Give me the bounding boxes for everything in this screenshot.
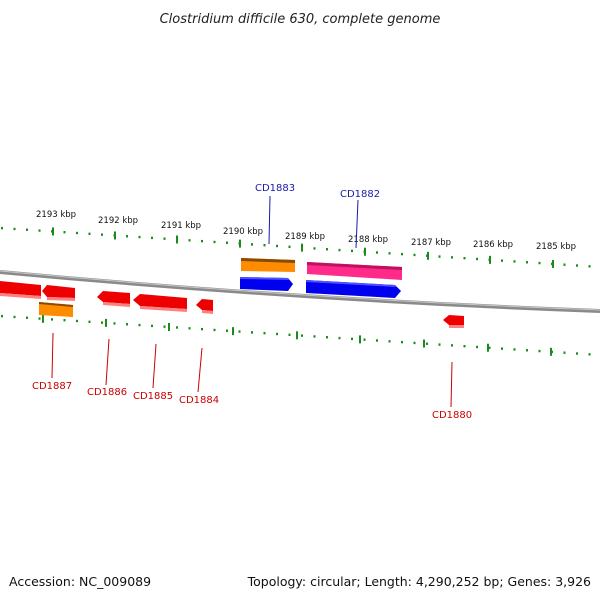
forward-strand-genes — [240, 258, 402, 298]
tick-label-2188: 2188 kbp — [348, 235, 388, 245]
gene-red-left-edge[interactable] — [0, 281, 41, 299]
connector-CD1886 — [105, 338, 110, 386]
genome-summary-text: Topology: circular; Length: 4,290,252 bp… — [247, 574, 591, 589]
map-title: Clostridium difficile 630, complete geno… — [160, 12, 441, 27]
reverse-strand-genes — [0, 281, 464, 328]
gene-CD1885-cds[interactable] — [133, 294, 187, 312]
gene-labels: CD1887 CD1886 CD1885 CD1884 CD1883 CD188… — [32, 183, 472, 421]
tick-label-2193: 2193 kbp — [36, 210, 76, 220]
gene-CD1887-feature[interactable] — [39, 302, 73, 317]
gene-CD1883-feature[interactable] — [241, 258, 295, 272]
gene-label-CD1887[interactable]: CD1887 — [32, 381, 72, 392]
tick-label-2189: 2189 kbp — [285, 232, 325, 242]
accession-text: Accession: NC_009089 — [9, 574, 151, 589]
connector-CD1882 — [355, 199, 359, 249]
connector-CD1880 — [450, 361, 453, 408]
gene-label-CD1886[interactable]: CD1886 — [87, 387, 127, 398]
tick-label-2186: 2186 kbp — [473, 240, 513, 250]
gene-label-CD1885[interactable]: CD1885 — [133, 391, 173, 402]
tick-label-2185: 2185 kbp — [536, 242, 576, 252]
gene-label-CD1883[interactable]: CD1883 — [255, 183, 295, 194]
gene-CD1884-cds[interactable] — [196, 299, 213, 314]
connector-CD1883 — [268, 195, 271, 245]
genome-backbone — [0, 270, 600, 313]
gene-label-CD1880[interactable]: CD1880 — [432, 410, 472, 421]
gene-CD1887-cds[interactable] — [42, 285, 75, 301]
gene-CD1883-cds[interactable] — [240, 277, 293, 291]
inner-ruler-track — [1, 314, 591, 356]
gene-CD1880-cds[interactable] — [443, 315, 464, 328]
tick-label-2190: 2190 kbp — [223, 227, 263, 237]
connector-CD1884 — [197, 347, 203, 393]
connector-CD1885 — [152, 343, 157, 389]
gene-CD1886-cds[interactable] — [97, 291, 130, 307]
genome-backbone-highlight — [0, 270, 600, 311]
tick-label-2192: 2192 kbp — [98, 216, 138, 226]
gene-label-CD1884[interactable]: CD1884 — [179, 395, 219, 406]
gene-CD1882-cds[interactable] — [306, 280, 401, 298]
tick-label-2191: 2191 kbp — [161, 221, 201, 231]
label-connectors — [51, 195, 453, 408]
tick-label-2187: 2187 kbp — [411, 238, 451, 248]
gene-CD1882-feature[interactable] — [307, 262, 402, 280]
outer-ruler-track — [1, 226, 591, 268]
ruler-labels: 2193 kbp 2192 kbp 2191 kbp 2190 kbp 2189… — [36, 210, 576, 252]
connector-CD1887 — [51, 332, 54, 379]
gene-label-CD1882[interactable]: CD1882 — [340, 189, 380, 200]
